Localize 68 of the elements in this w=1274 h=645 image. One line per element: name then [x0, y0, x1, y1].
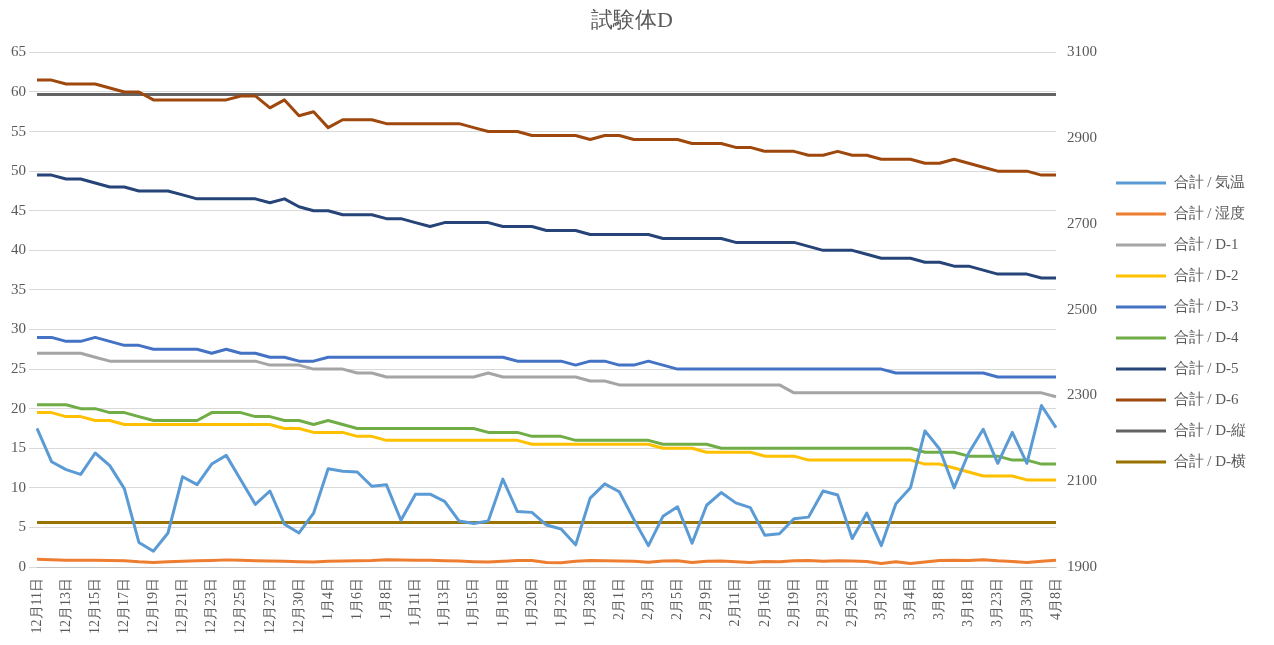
y2-tick-label: 3100: [1067, 43, 1097, 60]
y-tick-label: 30: [11, 320, 26, 337]
x-tick-label: 12月19日: [145, 578, 161, 634]
x-tick-label: 3月8日: [931, 578, 947, 620]
legend-label: 合計 / 気温: [1173, 173, 1246, 190]
x-tick-label: 2月3日: [640, 578, 656, 620]
x-tick-label: 1月8日: [378, 578, 394, 620]
x-tick-label: 2月26日: [843, 578, 859, 627]
x-tick-label: 1月22日: [552, 578, 568, 627]
y-tick-label: 40: [11, 241, 26, 258]
x-tick-label: 3月4日: [902, 578, 918, 620]
x-tick-label: 12月21日: [174, 578, 190, 634]
x-tick-label: 2月16日: [756, 578, 772, 627]
x-tick-label: 3月23日: [989, 578, 1005, 627]
y-tick-label: 15: [11, 439, 26, 456]
y-tick-label: 5: [18, 518, 26, 535]
x-tick-label: 12月17日: [116, 578, 132, 634]
x-tick-label: 3月30日: [1018, 578, 1034, 627]
x-tick-label: 3月18日: [960, 578, 976, 627]
legend-label: 合計 / D-1: [1173, 235, 1239, 252]
y-tick-label: 25: [11, 360, 26, 377]
y-tick-label: 0: [18, 557, 26, 574]
y2-tick-label: 2100: [1067, 472, 1097, 489]
y-tick-label: 35: [11, 280, 26, 297]
x-tick-label: 1月18日: [494, 578, 510, 627]
y-tick-label: 50: [11, 162, 26, 179]
x-tick-label: 12月25日: [232, 578, 248, 634]
legend-label: 合計 / D-6: [1173, 390, 1239, 407]
x-tick-label: 1月4日: [319, 578, 335, 620]
x-tick-label: 1月13日: [436, 578, 452, 627]
y2-tick-label: 2700: [1067, 214, 1097, 231]
x-tick-label: 1月6日: [348, 578, 364, 620]
y-tick-label: 65: [11, 43, 26, 60]
y-tick-label: 20: [11, 399, 26, 416]
y-tick-label: 55: [11, 122, 26, 139]
x-tick-label: 12月11日: [28, 578, 44, 634]
x-tick-label: 2月9日: [698, 578, 714, 620]
legend-label: 合計 / D-縦: [1173, 421, 1246, 438]
x-tick-label: 2月5日: [669, 578, 685, 620]
x-tick-label: 1月15日: [465, 578, 481, 627]
y-tick-label: 60: [11, 82, 26, 99]
x-tick-label: 1月20日: [523, 578, 539, 627]
y2-tick-label: 2900: [1067, 129, 1097, 146]
y2-tick-label: 1900: [1067, 557, 1097, 574]
x-tick-label: 1月28日: [581, 578, 597, 627]
x-tick-label: 2月1日: [610, 578, 626, 620]
legend-label: 合計 / D-横: [1173, 452, 1246, 469]
x-tick-label: 2月11日: [727, 578, 743, 627]
x-tick-label: 12月30日: [290, 578, 306, 634]
y-tick-label: 45: [11, 201, 26, 218]
y-tick-label: 10: [11, 478, 26, 495]
x-tick-label: 2月19日: [785, 578, 801, 627]
legend-label: 合計 / D-2: [1173, 266, 1239, 283]
y2-tick-label: 2300: [1067, 386, 1097, 403]
x-tick-label: 12月27日: [261, 578, 277, 634]
x-tick-label: 3月2日: [872, 578, 888, 620]
x-tick-label: 4月8日: [1047, 578, 1063, 620]
x-tick-label: 12月13日: [57, 578, 73, 634]
x-tick-label: 12月23日: [203, 578, 219, 634]
legend-label: 合計 / D-3: [1173, 297, 1239, 314]
legend-label: 合計 / D-5: [1173, 359, 1239, 376]
y2-tick-label: 2500: [1067, 300, 1097, 317]
legend-label: 合計 / 湿度: [1173, 204, 1246, 221]
x-tick-label: 1月11日: [407, 578, 423, 627]
legend-label: 合計 / D-4: [1173, 328, 1239, 345]
chart-title: 試験体D: [591, 6, 673, 32]
x-tick-label: 2月23日: [814, 578, 830, 627]
x-tick-label: 12月15日: [86, 578, 102, 634]
